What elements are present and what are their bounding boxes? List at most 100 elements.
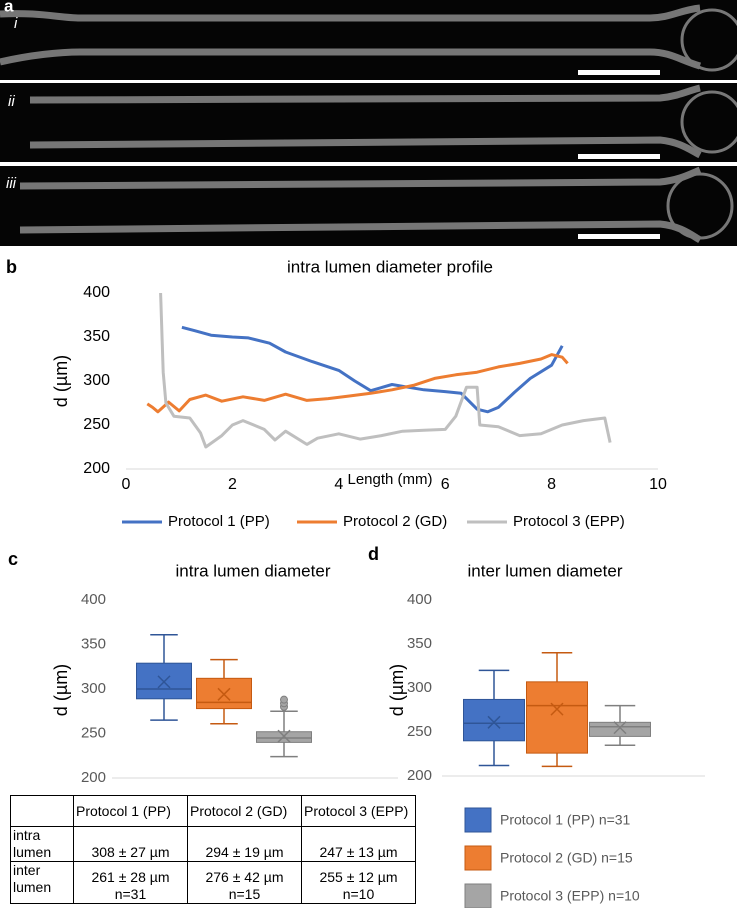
outlier <box>280 695 288 704</box>
scale-bar <box>578 234 660 239</box>
mean-marker <box>277 729 291 743</box>
table-cell: 308 ± 27 µm <box>73 826 188 862</box>
box <box>463 698 525 742</box>
table-cell-text: 276 ± 42 µm <box>205 869 284 885</box>
table-cell: 276 ± 42 µm n=15 <box>187 861 302 904</box>
y-tick-label: 300 <box>407 679 432 696</box>
panel-label: a <box>4 0 14 15</box>
legend-swatch <box>464 807 492 833</box>
y-tick-label: 200 <box>81 769 106 786</box>
image-label: i <box>14 15 18 32</box>
lumen <box>29 84 701 104</box>
table-cell-text: 255 ± 12 µm <box>319 869 398 885</box>
table-cell: 255 ± 12 µm n=10 <box>301 861 416 904</box>
y-tick-label: 250 <box>81 724 106 741</box>
table-cell-text: 308 ± 27 µm <box>91 844 170 860</box>
chart-title: inter lumen diameter <box>468 561 623 580</box>
legend-label: Protocol 2 (GD) <box>343 513 447 530</box>
x-tick-label: 10 <box>649 476 667 493</box>
scale-bar <box>578 70 660 75</box>
lumen <box>0 4 701 22</box>
table-cell-text: 247 ± 13 µm <box>319 844 398 860</box>
table-cell-text: n=31 <box>114 886 147 902</box>
column-header-text: Protocol 3 (EPP) <box>304 802 409 819</box>
x-tick-label: 0 <box>122 476 131 493</box>
table-row: intra lumen 308 ± 27 µm 294 ± 19 µm 247 ± 1… <box>10 826 416 862</box>
y-tick-label: 350 <box>81 635 106 652</box>
x-tick-label: 4 <box>334 476 343 493</box>
table-cell-text: n=10 <box>342 886 375 902</box>
chart-title: intra lumen diameter profile <box>287 257 493 276</box>
y-tick-label: 350 <box>407 635 432 652</box>
legend-label: Protocol 1 (PP) <box>168 513 270 530</box>
legend-label: Protocol 3 (EPP) n=10 <box>500 888 640 904</box>
legend-swatch <box>464 883 492 908</box>
summary-table: Protocol 1 (PP) Protocol 2 (GD) Protocol 3… <box>10 795 416 904</box>
image-label: iii <box>6 175 17 192</box>
x-axis-label: Length (mm) <box>347 471 432 488</box>
corner-cell <box>10 795 74 827</box>
x-tick-label: 2 <box>228 476 237 493</box>
column-header-text: Protocol 1 (PP) <box>76 802 171 819</box>
panel-label: b <box>6 257 17 277</box>
panel-label: c <box>8 549 18 569</box>
lumen <box>29 136 702 159</box>
mean-marker <box>550 702 564 716</box>
table-cell: 261 ± 28 µm n=31 <box>73 861 188 904</box>
y-tick-label: 400 <box>83 284 110 301</box>
legend-label: Protocol 3 (EPP) <box>513 513 625 530</box>
table-row: inter lumen 261 ± 28 µm n=31 276 ± 42 µm n=1… <box>10 861 416 904</box>
y-axis-label: d (µm) <box>51 355 71 407</box>
row-label: inter lumen <box>10 861 74 904</box>
y-tick-label: 250 <box>83 416 110 433</box>
mean-marker <box>613 721 627 735</box>
column-header: Protocol 1 (PP) <box>73 795 188 827</box>
panel-label: d <box>368 544 379 564</box>
scale-bar <box>578 154 660 159</box>
box <box>526 681 588 754</box>
image-label: ii <box>8 93 15 110</box>
lumen <box>0 48 702 70</box>
row-label-text: intra lumen <box>13 827 52 860</box>
mean-marker <box>157 675 171 689</box>
image-i <box>0 0 737 80</box>
y-axis-label: d (µm) <box>51 664 71 716</box>
port <box>666 172 734 240</box>
legend-swatch <box>464 845 492 871</box>
y-tick-label: 400 <box>407 591 432 608</box>
port <box>680 8 737 72</box>
y-tick-label: 350 <box>83 328 110 345</box>
x-tick-label: 6 <box>441 476 450 493</box>
table-cell: 294 ± 19 µm <box>187 826 302 862</box>
y-tick-label: 300 <box>81 680 106 697</box>
y-tick-label: 400 <box>81 591 106 608</box>
box <box>589 721 651 737</box>
y-tick-label: 250 <box>407 723 432 740</box>
column-header-text: Protocol 2 (GD) <box>190 802 288 819</box>
y-tick-label: 200 <box>407 767 432 784</box>
data-line <box>146 353 569 414</box>
mean-marker <box>217 687 231 701</box>
y-tick-label: 300 <box>83 372 110 389</box>
chart-title: intra lumen diameter <box>176 561 331 580</box>
microscopy-images: a i ii iii <box>0 0 737 246</box>
legend-label: Protocol 1 (PP) n=31 <box>500 812 631 828</box>
row-label: intra lumen <box>10 826 74 862</box>
legend-label: Protocol 2 (GD) n=15 <box>500 850 633 866</box>
port <box>680 90 737 154</box>
column-header: Protocol 3 (EPP) <box>301 795 416 827</box>
row-label-text: inter lumen <box>13 862 52 895</box>
table-cell-text: 261 ± 28 µm <box>91 869 170 885</box>
column-header: Protocol 2 (GD) <box>187 795 302 827</box>
data-line <box>181 325 564 414</box>
table-cell-text: n=15 <box>228 886 261 902</box>
y-axis-label: d (µm) <box>387 664 407 716</box>
lumen <box>19 166 702 190</box>
mean-marker <box>487 715 501 729</box>
data-line <box>159 292 612 449</box>
x-tick-label: 8 <box>547 476 556 493</box>
table-cell-text: 294 ± 19 µm <box>205 844 284 860</box>
table-cell: 247 ± 13 µm <box>301 826 416 862</box>
